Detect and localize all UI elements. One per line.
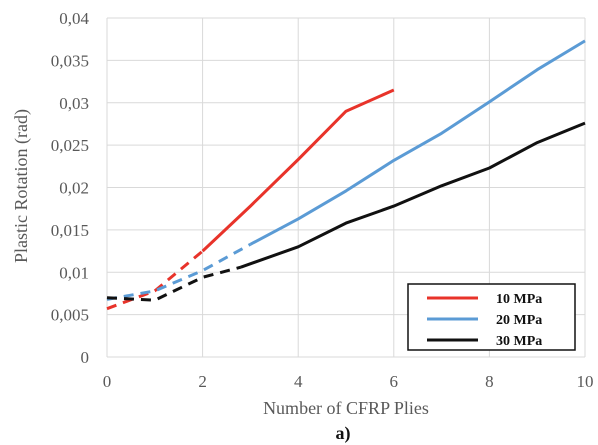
y-tick-label: 0,02	[59, 179, 89, 198]
x-tick-label: 4	[294, 372, 303, 391]
series-line-dashed	[106, 242, 252, 301]
y-tick-label: 0,03	[59, 94, 89, 113]
series-line-dashed	[106, 265, 242, 302]
legend-label: 30 MPa	[496, 334, 542, 349]
legend: 10 MPa 20 MPa 30 MPa	[407, 283, 576, 351]
y-axis-title: Plastic Rotation (rad)	[11, 109, 32, 263]
x-tick-label: 10	[577, 372, 594, 391]
y-tick-label: 0,04	[59, 9, 89, 28]
y-tick-label: 0,005	[51, 306, 89, 325]
x-tick-label: 8	[485, 372, 494, 391]
x-tick-label: 2	[198, 372, 207, 391]
y-tick-label: 0,035	[51, 51, 89, 70]
y-tick-label: 0,01	[59, 263, 89, 282]
series-2	[106, 121, 586, 302]
legend-label: 10 MPa	[496, 292, 542, 307]
x-tick-label: 6	[390, 372, 399, 391]
y-tick-labels: 0 0,005 0,01 0,015 0,02 0,025 0,03 0,035 0,04	[51, 9, 90, 367]
legend-label: 20 MPa	[496, 313, 542, 328]
series-1	[106, 39, 586, 301]
y-tick-label: 0,015	[51, 221, 89, 240]
series-line-dashed	[106, 249, 204, 311]
series-line-solid	[249, 39, 586, 246]
figure-caption: a)	[336, 423, 351, 444]
x-tick-label: 0	[103, 372, 112, 391]
x-axis-title: Number of CFRP Plies	[263, 398, 429, 418]
y-tick-label: 0	[81, 348, 90, 367]
series-line-solid	[201, 88, 395, 253]
series-line-solid	[240, 121, 586, 269]
gridlines	[106, 17, 586, 358]
series-layer	[106, 39, 586, 311]
y-tick-label: 0,025	[51, 136, 89, 155]
series-0	[106, 88, 395, 311]
x-tick-labels: 0 2 4 6 8 10	[103, 372, 594, 391]
